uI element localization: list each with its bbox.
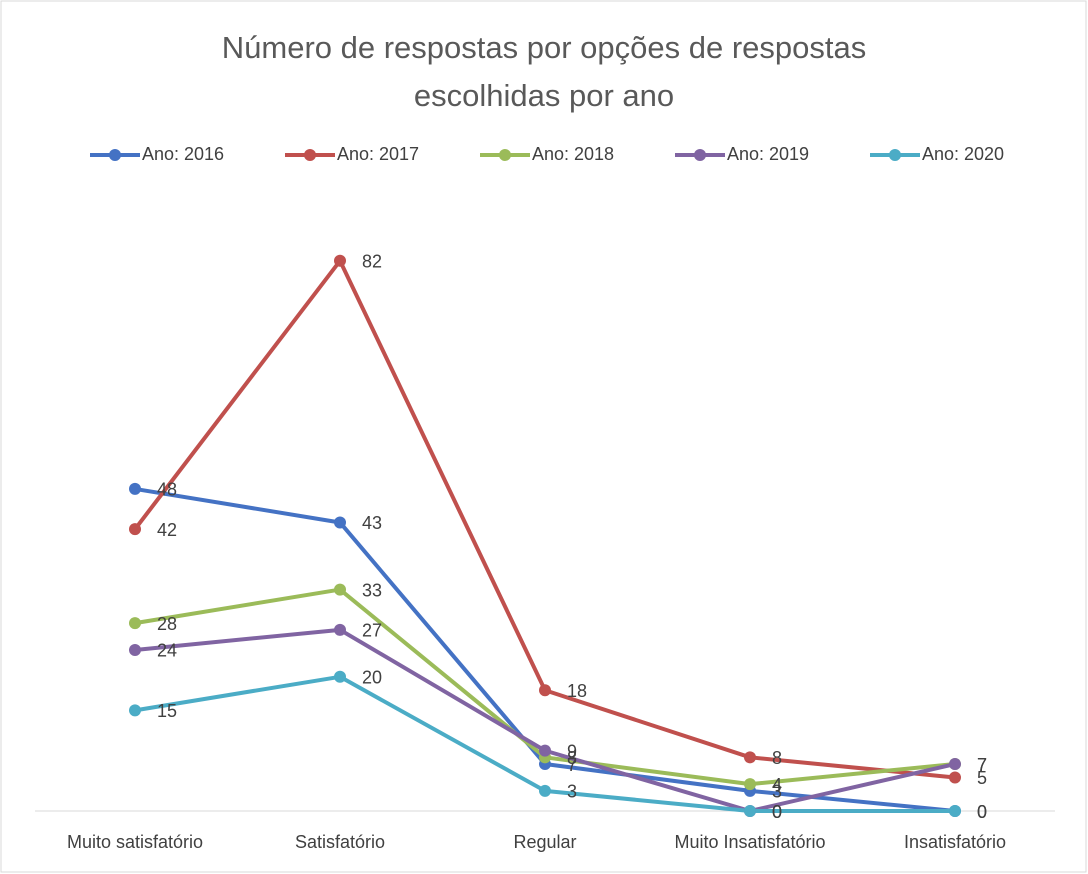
data-label: 8 (567, 748, 577, 768)
data-label: 9 (567, 741, 577, 761)
series-line (134, 627, 956, 813)
data-point (129, 482, 141, 495)
x-tick-label: Satisfatório (295, 832, 385, 852)
data-point (334, 623, 346, 636)
data-label: 33 (362, 580, 382, 600)
chart-title: Número de respostas por opções de respos… (221, 30, 867, 113)
x-tick-label: Muito Insatisfatório (674, 832, 825, 852)
data-point (129, 523, 141, 536)
data-point (334, 583, 346, 596)
data-label: 28 (157, 614, 177, 634)
data-label: 3 (772, 782, 782, 802)
legend-label: Ano: 2018 (532, 144, 614, 164)
data-label: 42 (157, 520, 177, 540)
data-label: 0 (977, 802, 987, 822)
data-point (949, 771, 961, 784)
data-point (744, 751, 756, 764)
data-point (334, 254, 346, 267)
legend-marker (499, 149, 511, 161)
data-label: 48 (157, 480, 177, 500)
x-tick-label: Insatisfatório (904, 832, 1006, 852)
data-label: 3 (567, 782, 577, 802)
legend-label: Ano: 2016 (142, 144, 224, 164)
series-line (133, 258, 956, 780)
data-label: 0 (772, 802, 782, 822)
data-label: 7 (567, 755, 577, 775)
data-label: 0 (977, 802, 987, 822)
x-tick-label: Regular (513, 832, 576, 852)
data-point (744, 778, 756, 791)
data-label: 5 (977, 768, 987, 788)
legend-label: Ano: 2020 (922, 144, 1004, 164)
data-point (539, 784, 551, 797)
data-label: 8 (772, 748, 782, 768)
data-point (334, 670, 346, 683)
data-label: 18 (567, 681, 587, 701)
data-point (129, 643, 141, 656)
data-label: 15 (157, 701, 177, 721)
data-point (334, 516, 346, 529)
data-point (744, 805, 756, 817)
data-point (129, 704, 141, 717)
data-point (949, 805, 961, 817)
legend-label: Ano: 2019 (727, 144, 809, 164)
data-label: 7 (977, 755, 987, 775)
legend-marker (889, 149, 901, 161)
data-label: 7 (977, 755, 987, 775)
data-label: 4 (772, 775, 782, 795)
legend-marker (694, 149, 706, 161)
x-tick-label: Muito satisfatório (67, 832, 203, 852)
legend-marker (109, 149, 121, 161)
legend-label: Ano: 2017 (337, 144, 419, 164)
data-point (539, 744, 551, 757)
data-label: 24 (157, 641, 177, 661)
data-label: 82 (362, 252, 382, 272)
data-label: 20 (362, 668, 382, 688)
legend-marker (304, 149, 316, 161)
data-point (129, 617, 141, 630)
data-label: 27 (362, 621, 382, 641)
data-label: 43 (362, 513, 382, 533)
data-label: 0 (772, 802, 782, 822)
data-point (949, 758, 961, 771)
data-point (539, 684, 551, 697)
